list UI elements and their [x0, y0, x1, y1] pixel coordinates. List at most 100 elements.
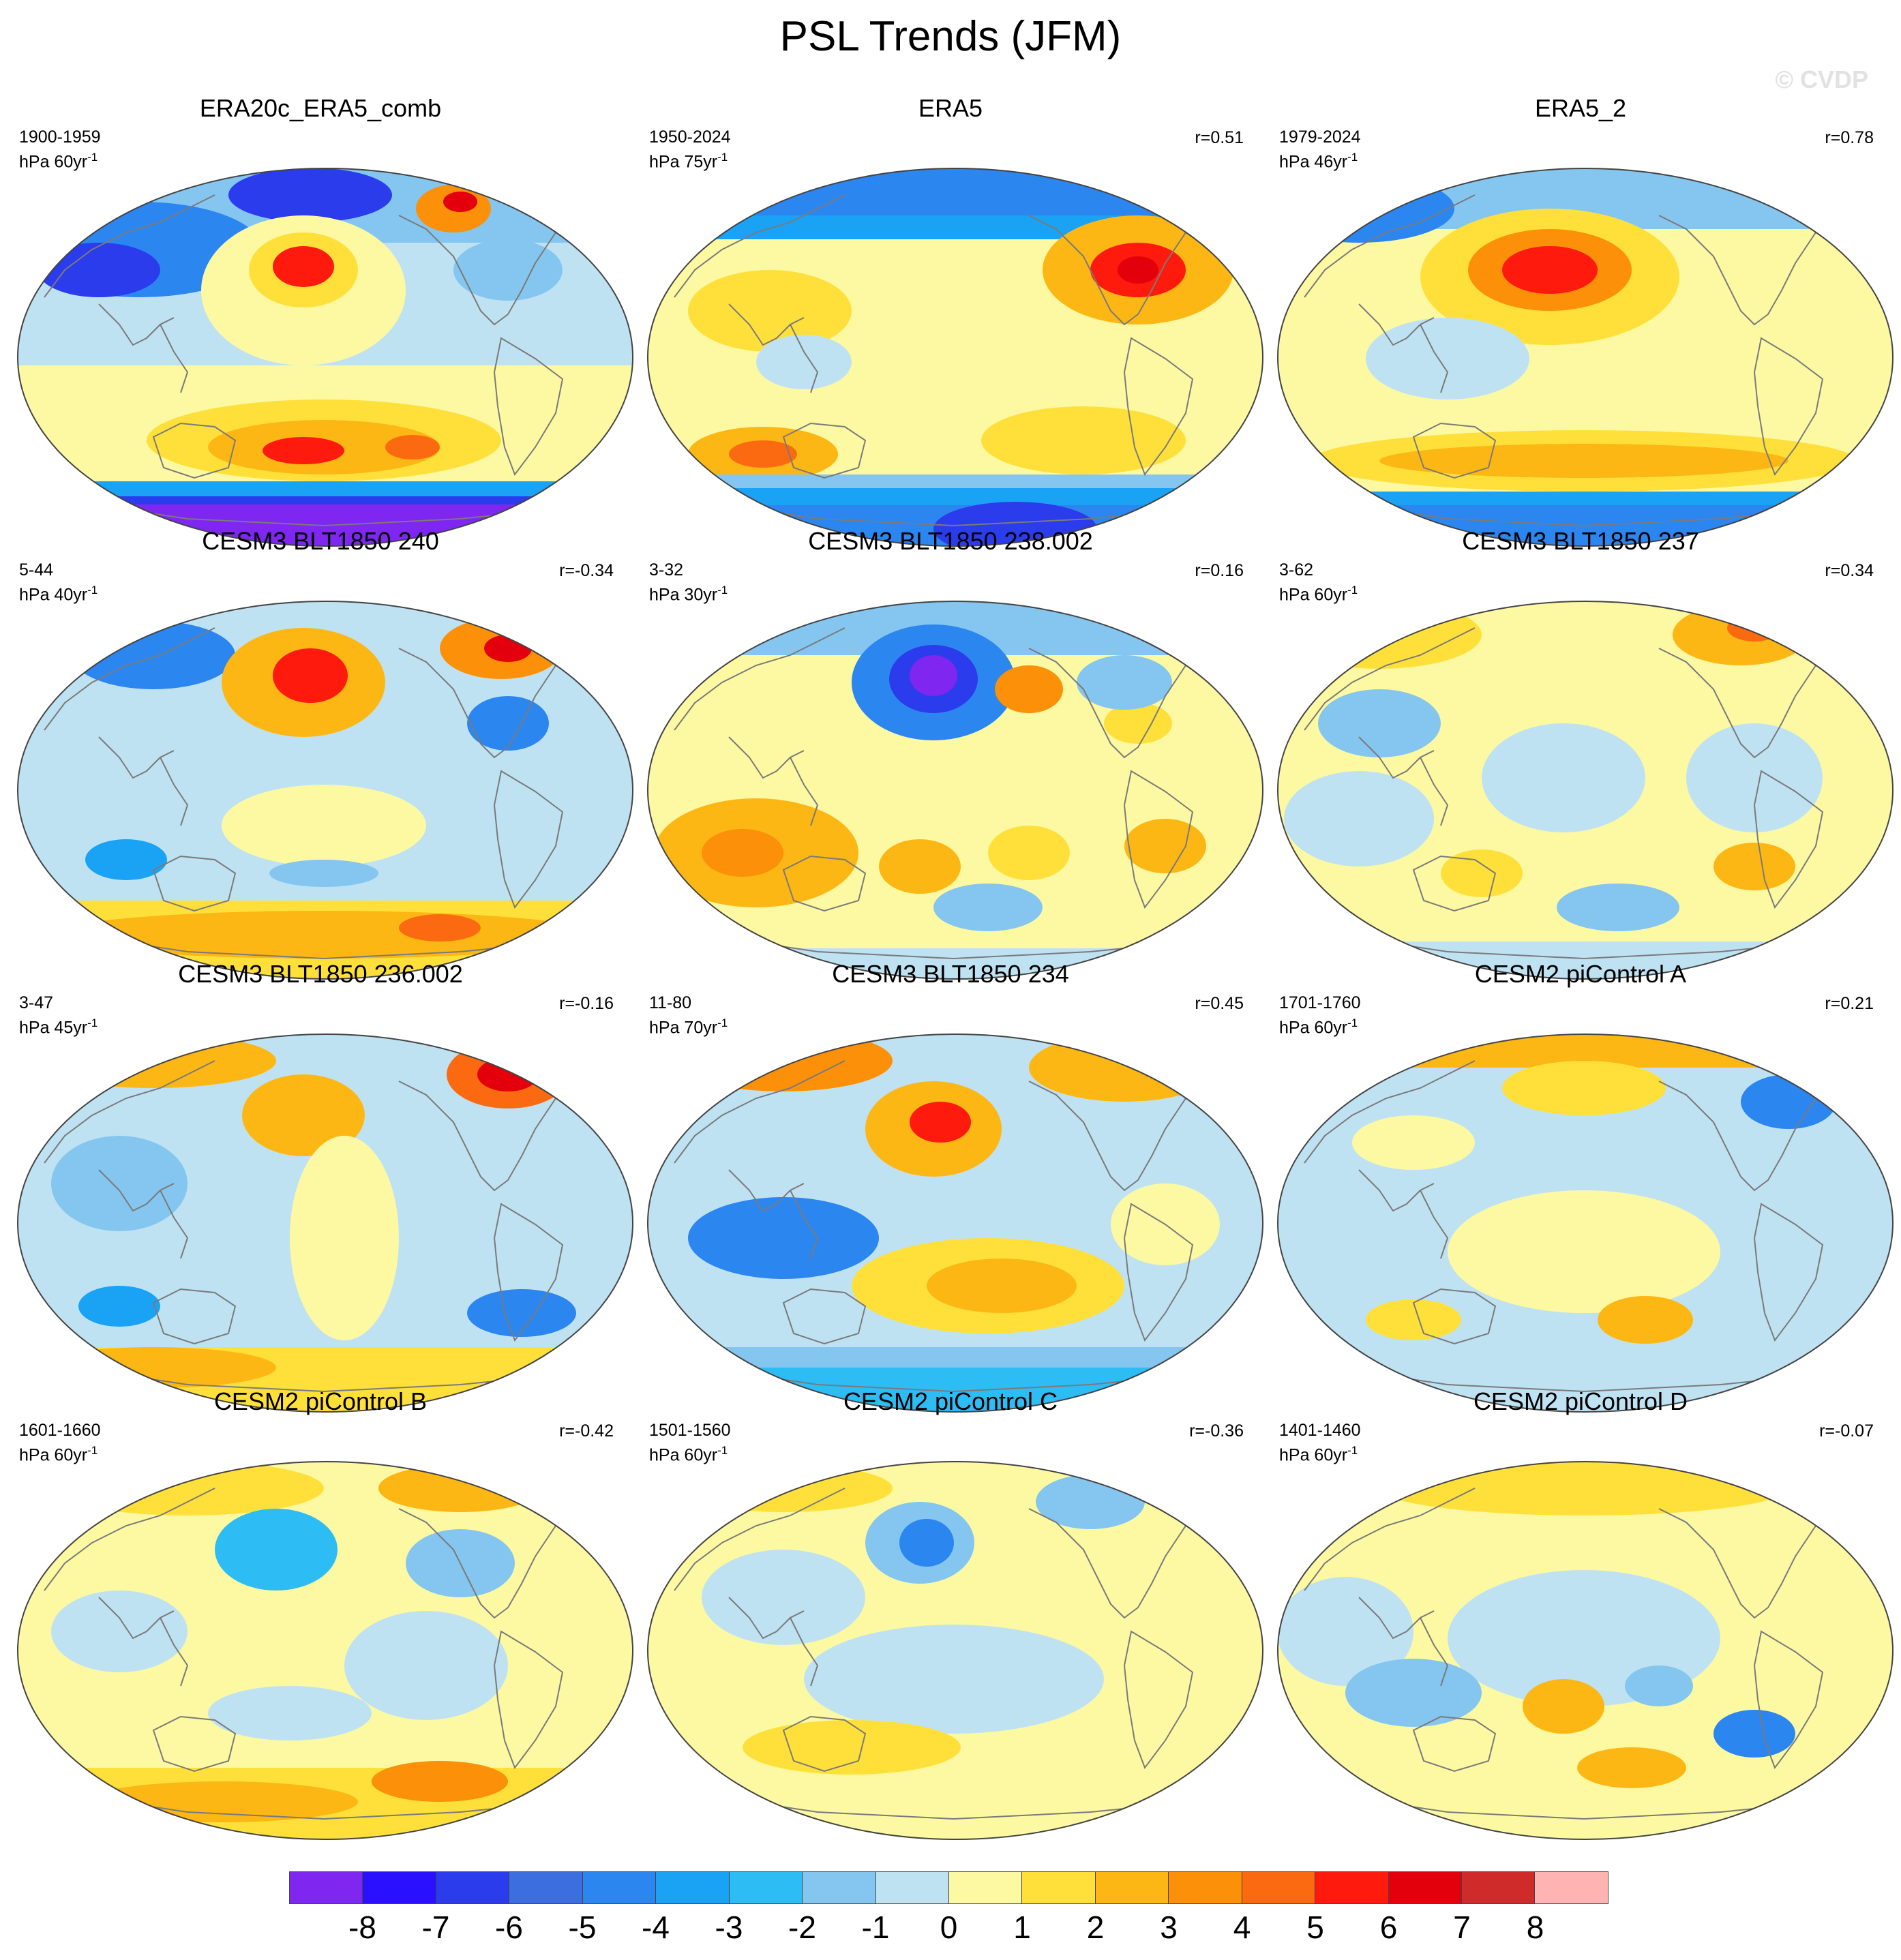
- map-panel-era20c-era5-comb: ERA20c_ERA5_comb 1900-1959 hPa 60yr-1: [7, 94, 634, 547]
- panel-period: 1979-2024: [1279, 127, 1361, 147]
- colorbar-tick-label: -2: [788, 1910, 816, 1945]
- colorbar-tick-label: 8: [1526, 1910, 1544, 1945]
- colorbar-segment: [1388, 1871, 1461, 1904]
- map-panel-cesm3-blt1850-234: CESM3 BLT1850 234 11-80 hPa 70yr-1 r=0.4…: [637, 960, 1264, 1413]
- panel-title: CESM3 BLT1850 240: [202, 527, 439, 555]
- psl-trend-map: [1277, 1034, 1893, 1413]
- panel-title: ERA5_2: [1534, 94, 1627, 122]
- cvdp-watermark: © CVDP: [1775, 65, 1868, 93]
- panel-correlation: r=-0.36: [1189, 1421, 1244, 1441]
- colorbar-segment: [655, 1871, 729, 1904]
- panel-correlation: r=-0.34: [559, 561, 614, 580]
- panel-correlation: r=0.16: [1195, 561, 1244, 580]
- psl-trend-map: [647, 1034, 1263, 1413]
- colorbar-tick-label: -4: [642, 1910, 670, 1945]
- panel-title: CESM2 piControl C: [843, 1387, 1058, 1415]
- panel-correlation: r=0.78: [1825, 128, 1874, 147]
- panel-period: 1900-1959: [19, 127, 101, 147]
- map-panel-era5: ERA5 1950-2024 hPa 75yr-1 r=0.51: [637, 94, 1264, 547]
- panel-units: hPa 45yr-1: [19, 1016, 98, 1038]
- colorbar-tick-label: -7: [421, 1910, 450, 1945]
- colorbar-segment: [1315, 1871, 1388, 1904]
- colorbar-tick-label: -8: [348, 1910, 376, 1945]
- panel-correlation: r=0.34: [1825, 561, 1874, 580]
- map-panel-cesm2-picontrol-c: CESM2 piControl C 1501-1560 hPa 60yr-1 r…: [637, 1387, 1264, 1840]
- colorbar-segment: [1534, 1871, 1608, 1904]
- panel-period: 11-80: [649, 993, 692, 1012]
- panel-correlation: r=0.51: [1195, 128, 1244, 147]
- map-panel-cesm3-blt1850-236-002: CESM3 BLT1850 236.002 3-47 hPa 45yr-1 r=…: [7, 960, 634, 1413]
- panel-correlation: r=0.21: [1825, 994, 1874, 1013]
- colorbar-segment: [362, 1871, 436, 1904]
- panel-units: hPa 46yr-1: [1279, 151, 1358, 172]
- colorbar-segment: [1021, 1871, 1095, 1904]
- panel-units: hPa 75yr-1: [649, 151, 728, 172]
- panel-units: hPa 60yr-1: [19, 1444, 98, 1465]
- colorbar-segment: [875, 1871, 948, 1904]
- panel-title: CESM3 BLT1850 236.002: [178, 960, 463, 988]
- panel-period: 1950-2024: [649, 127, 731, 147]
- panel-period: 3-62: [1279, 560, 1314, 579]
- panel-correlation: r=-0.07: [1819, 1421, 1874, 1441]
- psl-trend-map: [1277, 1461, 1893, 1840]
- colorbar-tick-label: -6: [495, 1910, 523, 1945]
- panel-units: hPa 40yr-1: [19, 584, 98, 605]
- panel-period: 1501-1560: [649, 1421, 731, 1440]
- colorbar-segment: [509, 1871, 582, 1904]
- colorbar-segment: [1241, 1871, 1315, 1904]
- panel-period: 1601-1660: [19, 1421, 101, 1440]
- colorbar-segment: [582, 1871, 656, 1904]
- panel-period: 1701-1760: [1279, 993, 1361, 1012]
- panel-title: CESM2 piControl A: [1474, 960, 1687, 988]
- panel-period: 1401-1460: [1279, 1421, 1361, 1440]
- map-panel-cesm2-picontrol-a: CESM2 piControl A 1701-1760 hPa 60yr-1 r…: [1267, 960, 1894, 1413]
- colorbar-tick-label: -5: [568, 1910, 597, 1945]
- map-panel-era5-2: ERA5_2 1979-2024 hPa 46yr-1 r=0.78: [1267, 94, 1894, 547]
- panel-title: CESM3 BLT1850 238.002: [808, 527, 1093, 555]
- colorbar-tick-label: 5: [1306, 1910, 1324, 1945]
- colorbar-segment: [289, 1871, 363, 1904]
- panel-title: CESM3 BLT1850 237: [1462, 527, 1699, 555]
- psl-trend-map: [17, 168, 633, 547]
- colorbar-tick-label: 6: [1379, 1910, 1398, 1945]
- colorbar-segment: [1461, 1871, 1535, 1904]
- colorbar-segment: [435, 1871, 509, 1904]
- panel-title: CESM2 piControl D: [1473, 1387, 1688, 1415]
- panel-period: 3-32: [649, 560, 684, 579]
- psl-trend-map: [647, 1461, 1263, 1840]
- panel-units: hPa 70yr-1: [649, 1016, 728, 1038]
- panel-correlation: r=-0.16: [559, 994, 614, 1013]
- panel-units: hPa 60yr-1: [19, 151, 98, 172]
- map-panel-cesm3-blt1850-240: CESM3 BLT1850 240 5-44 hPa 40yr-1 r=-0.3…: [7, 527, 634, 980]
- panel-title: CESM2 piControl B: [213, 1387, 428, 1415]
- panel-correlation: r=0.45: [1195, 994, 1244, 1013]
- psl-trend-map: [647, 168, 1263, 547]
- psl-trend-map: [17, 1461, 633, 1840]
- colorbar-segment: [1168, 1871, 1242, 1904]
- panel-correlation: r=-0.42: [559, 1421, 614, 1441]
- panel-units: hPa 60yr-1: [649, 1444, 728, 1465]
- colorbar-segment: [1094, 1871, 1169, 1904]
- panel-title: ERA20c_ERA5_comb: [199, 94, 442, 122]
- panel-units: hPa 30yr-1: [649, 584, 728, 605]
- psl-trend-map: [1277, 168, 1893, 547]
- colorbar-tick-label: -3: [715, 1910, 743, 1945]
- colorbar: [289, 1871, 1608, 1904]
- map-panel-cesm2-picontrol-b: CESM2 piControl B 1601-1660 hPa 60yr-1 r…: [7, 1387, 634, 1840]
- map-panel-cesm3-blt1850-238-002: CESM3 BLT1850 238.002 3-32 hPa 30yr-1 r=…: [637, 527, 1264, 980]
- map-panel-cesm3-blt1850-237: CESM3 BLT1850 237 3-62 hPa 60yr-1 r=0.34: [1267, 527, 1894, 980]
- colorbar-labels: -8 -7 -6 -5 -4 -3 -2 -1 0 1 2 3 4 5 6 7 8: [289, 1909, 1608, 1950]
- colorbar-tick-label: 2: [1086, 1910, 1105, 1945]
- psl-trend-map: [17, 1034, 633, 1413]
- figure-title: PSL Trends (JFM): [779, 13, 1122, 60]
- panel-units: hPa 60yr-1: [1279, 1444, 1358, 1465]
- psl-trend-map: [17, 601, 633, 980]
- colorbar-segment: [948, 1871, 1022, 1904]
- panel-period: 3-47: [19, 993, 54, 1012]
- psl-trend-map: [1277, 601, 1893, 980]
- colorbar-tick-label: 7: [1453, 1910, 1471, 1945]
- colorbar-tick-label: 3: [1160, 1910, 1178, 1945]
- colorbar-tick-label: -1: [861, 1910, 890, 1945]
- panel-units: hPa 60yr-1: [1279, 584, 1358, 605]
- panel-title: ERA5: [918, 94, 983, 122]
